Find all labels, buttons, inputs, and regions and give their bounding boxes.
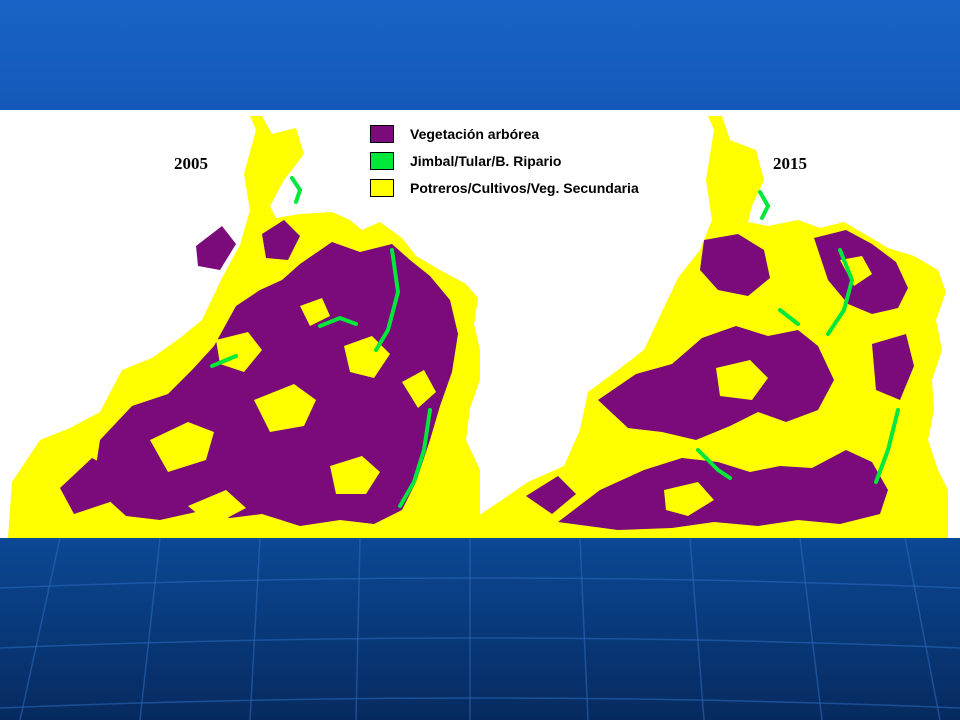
legend-item-vegetacion-arborea: Vegetación arbórea (370, 120, 639, 147)
legend-item-potreros: Potreros/Cultivos/Veg. Secundaria (370, 174, 639, 201)
legend-label: Potreros/Cultivos/Veg. Secundaria (410, 179, 639, 196)
forest-patches-2015 (526, 230, 914, 530)
legend-label: Jimbal/Tular/B. Ripario (410, 152, 562, 169)
land-cover-figure: 2005 2015 Vegetación arbórea Jimbal/Tula… (0, 110, 960, 538)
legend: Vegetación arbórea Jimbal/Tular/B. Ripar… (370, 120, 639, 201)
legend-swatch-pasture (370, 178, 394, 197)
map-2015 (468, 116, 948, 538)
globe-grid-lines (0, 538, 960, 720)
pasture-area-2015 (468, 116, 948, 538)
pasture-openings-2005 (150, 298, 436, 526)
riparian-corridors-2005 (210, 176, 432, 508)
legend-label: Vegetación arbórea (410, 125, 540, 142)
legend-swatch-riparian (370, 151, 394, 170)
legend-swatch-forest (370, 124, 394, 143)
title-band (0, 0, 960, 110)
legend-item-jimbal: Jimbal/Tular/B. Ripario (370, 147, 639, 174)
pasture-openings-2015 (664, 256, 872, 516)
year-label-2005: 2005 (174, 154, 208, 173)
decorative-globe-band (0, 538, 960, 720)
year-label-2015: 2015 (773, 154, 807, 173)
riparian-corridors-2015 (696, 190, 900, 484)
map-2005 (8, 116, 480, 538)
